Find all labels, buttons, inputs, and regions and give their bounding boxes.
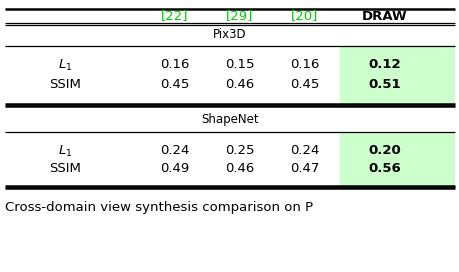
Text: 0.51: 0.51	[368, 78, 400, 91]
Text: [29]: [29]	[226, 10, 253, 23]
Text: SSIM: SSIM	[49, 78, 81, 91]
Text: $L_1$: $L_1$	[58, 57, 72, 73]
Text: DRAW: DRAW	[361, 10, 407, 23]
Text: 0.16: 0.16	[160, 58, 189, 72]
Text: 0.49: 0.49	[160, 162, 189, 175]
Text: 0.12: 0.12	[368, 58, 400, 72]
Bar	[339, 132, 454, 186]
Text: 0.46: 0.46	[225, 162, 254, 175]
Text: 0.47: 0.47	[290, 162, 319, 175]
Text: ShapeNet: ShapeNet	[201, 113, 258, 125]
Text: 0.46: 0.46	[225, 78, 254, 91]
Text: 0.45: 0.45	[290, 78, 319, 91]
Bar	[339, 46, 454, 104]
Text: 0.56: 0.56	[368, 162, 401, 175]
Text: 0.24: 0.24	[290, 144, 319, 157]
Text: 0.45: 0.45	[160, 78, 189, 91]
Text: 0.15: 0.15	[225, 58, 254, 72]
Text: 0.24: 0.24	[160, 144, 189, 157]
Text: [20]: [20]	[291, 10, 318, 23]
Text: 0.16: 0.16	[290, 58, 319, 72]
Text: 0.25: 0.25	[225, 144, 254, 157]
Text: Cross-domain view synthesis comparison on P: Cross-domain view synthesis comparison o…	[5, 200, 313, 214]
Text: $L_1$: $L_1$	[58, 143, 72, 159]
Text: [22]: [22]	[161, 10, 188, 23]
Text: 0.20: 0.20	[368, 144, 401, 157]
Text: Pix3D: Pix3D	[213, 29, 246, 42]
Text: SSIM: SSIM	[49, 162, 81, 175]
